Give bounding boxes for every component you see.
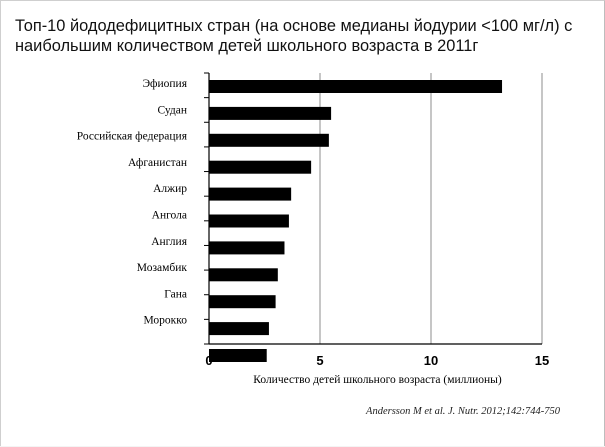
tick-labels: 0 5 10 15 xyxy=(205,353,549,368)
gridlines xyxy=(319,73,543,344)
x-tick-label-0: 0 xyxy=(205,353,212,368)
category-label-9: Гана xyxy=(164,288,187,300)
source-citation: Andersson M et al. J. Nutr. 2012;142:744… xyxy=(366,406,560,417)
bar-10 xyxy=(209,322,269,336)
bars xyxy=(209,80,503,362)
category-label-4: Афганистан xyxy=(128,157,187,169)
x-tick-label-10: 10 xyxy=(424,353,438,368)
bar-4 xyxy=(209,160,312,174)
category-label-8: Мозамбик xyxy=(137,262,188,274)
category-labels: Эфиопия Судан Российская федерация Афганист… xyxy=(77,78,188,327)
bar-11 xyxy=(209,349,267,362)
category-label-5: Алжир xyxy=(153,183,187,195)
bar-7 xyxy=(209,241,285,255)
x-axis-title: Количество детей школьного возраста (мил… xyxy=(253,374,502,386)
axes xyxy=(204,72,542,345)
x-tick-label-5: 5 xyxy=(316,353,323,368)
slide-title-line-2: наибольшим количеством детей школьного в… xyxy=(15,37,479,55)
bar-9 xyxy=(209,295,276,309)
bar-1 xyxy=(209,80,503,93)
slide-title: Топ-10 йододефицитных стран (на основе м… xyxy=(15,16,600,56)
category-label-10: Морокко xyxy=(143,315,187,327)
category-label-7: Англия xyxy=(151,236,187,248)
category-label-2: Судан xyxy=(157,104,187,116)
slide-title-line-1: Топ-10 йододефицитных стран (на основе м… xyxy=(15,17,573,35)
bar-5 xyxy=(209,187,292,201)
category-label-6: Ангола xyxy=(152,210,187,222)
bar-2 xyxy=(209,106,332,120)
category-label-3: Российская федерация xyxy=(77,131,188,143)
x-tick-label-15: 15 xyxy=(535,353,549,368)
bar-8 xyxy=(209,268,278,282)
bar-3 xyxy=(209,133,329,147)
category-label-1: Эфиопия xyxy=(142,78,187,90)
bar-6 xyxy=(209,214,289,228)
